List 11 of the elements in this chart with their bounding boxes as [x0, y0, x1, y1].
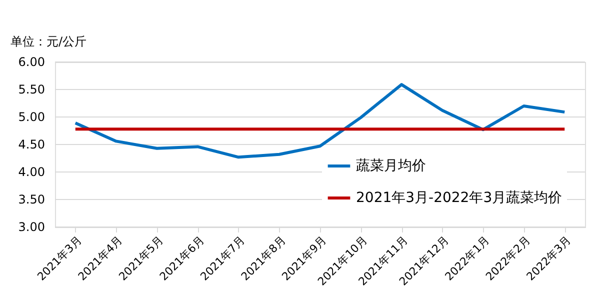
y-tick-label: 6.00 — [18, 55, 45, 69]
y-tick-label: 5.50 — [18, 82, 45, 96]
legend-label: 2021年3月-2022年3月蔬菜均价 — [356, 190, 562, 206]
y-tick-label: 4.50 — [18, 138, 45, 152]
legend-label: 蔬菜月均价 — [356, 158, 426, 174]
line-series — [74, 83, 566, 159]
y-tick-label: 4.00 — [18, 165, 45, 179]
y-tick-label: 5.00 — [18, 110, 45, 124]
y-tick-label: 3.00 — [18, 220, 45, 234]
y-axis-title: 单位：元/公斤 — [10, 34, 87, 48]
y-tick-label: 3.50 — [18, 192, 45, 206]
